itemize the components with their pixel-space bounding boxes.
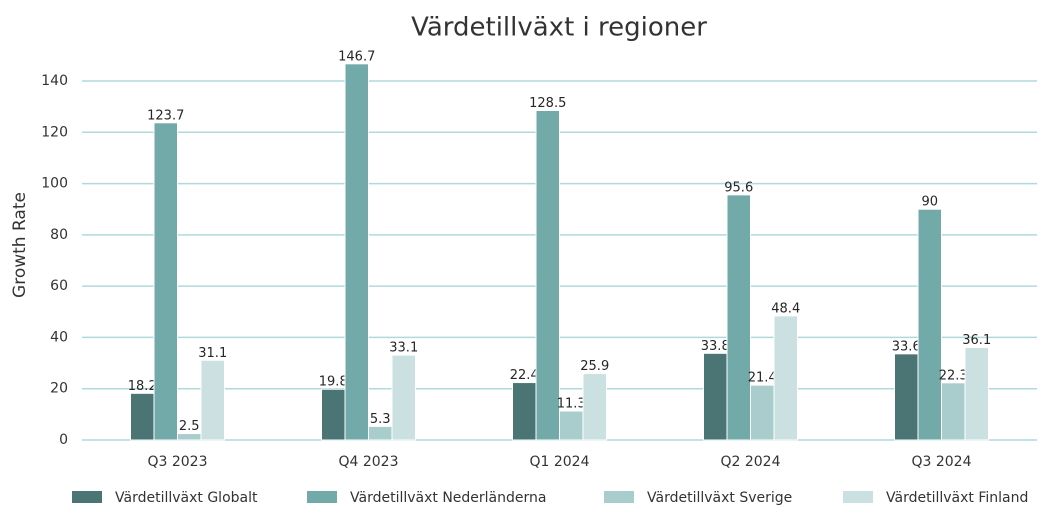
value-label: 123.7 [147,108,184,123]
y-tick-label: 100 [41,176,68,192]
y-tick-label: 40 [50,329,68,345]
value-label: 11.3 [557,397,586,412]
bar [368,425,393,441]
bar [964,346,989,441]
bar [130,392,155,441]
value-label: 31.1 [198,346,227,361]
bar [750,384,775,441]
value-label: 36.1 [962,333,991,348]
x-tick-label: Q1 2024 [529,454,589,470]
y-tick-label: 140 [41,73,68,89]
bar [703,352,728,441]
bar [153,122,178,441]
value-label: 18.2 [128,379,157,394]
y-tick-label: 80 [50,227,68,243]
legend-label: Värdetillväxt Finland [886,490,1028,506]
bar [726,194,751,441]
x-tick-label: Q3 2023 [147,454,207,470]
bar [559,410,584,441]
bar [391,354,416,441]
chart-title: Värdetillväxt i regioner [411,13,707,43]
value-label: 128.5 [529,96,566,111]
y-tick-label: 0 [59,432,68,448]
value-label: 22.4 [510,368,539,383]
y-tick-label: 60 [50,278,68,294]
bar [344,63,369,441]
bar [177,433,202,441]
x-tick-label: Q4 2023 [338,454,398,470]
bar [200,359,225,441]
value-label: 90 [921,195,938,210]
value-label: 33.1 [389,341,418,356]
value-label: 25.9 [580,359,609,374]
value-label: 48.4 [771,301,800,316]
legend-swatch [604,491,634,503]
bar [894,353,919,441]
y-tick-label: 120 [41,124,68,140]
bar [321,388,346,441]
value-label: 5.3 [370,412,391,427]
bar [512,382,537,441]
bar [582,373,607,441]
y-axis-label: Growth Rate [10,192,30,298]
legend-swatch [72,491,102,503]
bar [773,315,798,441]
legend-label: Värdetillväxt Globalt [115,490,258,506]
value-label: 21.4 [748,371,777,386]
x-tick-label: Q2 2024 [720,454,780,470]
value-label: 33.6 [892,339,921,354]
bar [917,208,942,441]
y-tick-label: 20 [50,381,68,397]
bar [535,109,560,441]
legend-label: Värdetillväxt Sverige [647,490,792,506]
legend-swatch [843,491,873,503]
value-label: 2.5 [179,419,200,434]
value-label: 19.8 [319,375,348,390]
value-label: 33.8 [701,339,730,354]
legend-label: Värdetillväxt Nederländerna [350,490,546,506]
bar [941,382,966,441]
x-tick-label: Q3 2024 [911,454,971,470]
value-label: 22.3 [939,368,968,383]
value-label: 95.6 [724,180,753,195]
legend-swatch [307,491,337,503]
value-label: 146.7 [338,49,375,64]
